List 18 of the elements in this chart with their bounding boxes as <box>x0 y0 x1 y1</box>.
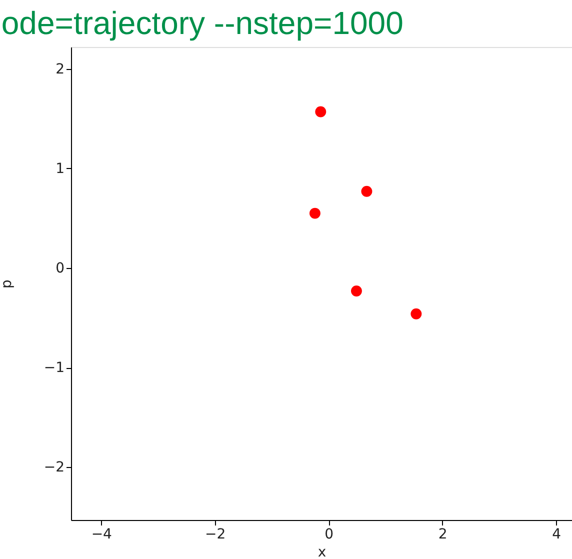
x-tick-label: 0 <box>324 526 334 542</box>
x-tick-label: −4 <box>91 526 112 542</box>
x-axis-title: x <box>318 544 326 559</box>
y-axis-title: p <box>0 279 15 288</box>
y-tick-label: 2 <box>56 61 64 78</box>
y-tick-label: 0 <box>56 260 64 277</box>
chart-title: ode=trajectory --nstep=1000 <box>1 5 404 41</box>
y-tick-label: 1 <box>56 160 64 177</box>
point <box>315 106 326 118</box>
point <box>309 208 320 219</box>
point <box>410 308 422 320</box>
x-tick-label: −2 <box>205 526 226 542</box>
point <box>350 286 362 296</box>
point <box>361 186 372 197</box>
y-tick-label: −2 <box>44 460 64 476</box>
x-tick-label: 2 <box>438 526 448 542</box>
x-tick-label: 4 <box>552 526 562 542</box>
y-tick-label: −1 <box>44 360 64 376</box>
